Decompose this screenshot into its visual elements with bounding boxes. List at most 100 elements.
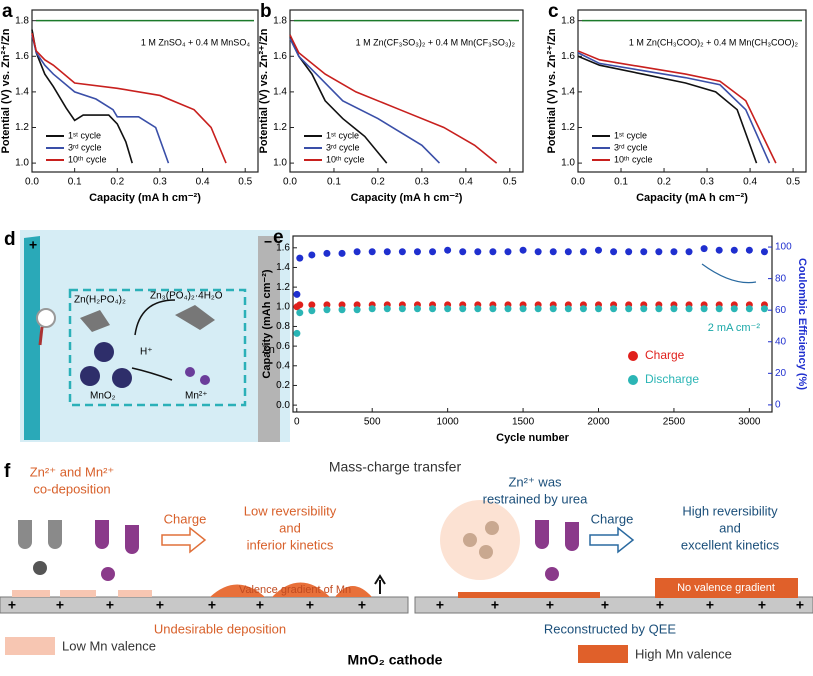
point [534,248,542,256]
y-axis-label: Potential (V) vs. Zn²⁺/Zn [546,28,558,153]
y2-axis-label: Coulombic Efficiency (%) [796,258,808,390]
annotation: 2 mA cm⁻² [708,322,761,334]
point [474,305,482,313]
mn-capsule [535,520,579,551]
arrow-label: Charge [164,511,207,526]
point [655,305,663,313]
point [353,248,361,256]
plus-sign: + [436,597,444,613]
x-tick-label: 0.4 [743,177,757,188]
point [745,246,753,254]
charge-arrow [589,526,635,554]
point [413,305,421,313]
caption: Undesirable deposition [154,621,286,636]
up-arrow [374,574,386,594]
panel-label: d [4,229,16,250]
legend-marker [628,375,638,385]
annotation: 1 M Zn(CH₃COO)₂ + 0.4 M Mn(CH₃COO)₂ [629,37,799,47]
y-tick-label: 0.2 [276,380,290,391]
y-tick-label: 1.4 [15,87,29,98]
proton-label: H⁺ [140,347,153,358]
point [444,246,452,254]
point [670,305,678,313]
point [519,305,527,313]
reaction-arrow [134,299,176,336]
annotation-arrow [701,263,757,284]
y-tick-label: 1.0 [276,301,290,312]
x-tick-label: 0.3 [415,177,429,188]
y-tick-label: 1.8 [273,15,287,26]
point [745,305,753,313]
point [534,305,542,313]
magnifier [36,308,56,328]
point [504,248,512,256]
panel-d: d + − Zn Zn(H₂PO₄)₂ Zn₃(PO₄)₂·4H₂O H⁺ Mn… [4,229,290,442]
zn-ion [479,545,493,559]
y-tick-label: 0.8 [276,321,290,332]
x-tick-label: 0.4 [196,177,210,188]
point [308,301,316,309]
zn-label: Zn [262,344,275,356]
line [289,38,441,164]
point [700,245,708,253]
panel-f: f Mass-charge transfer Zn²⁺ and Mn²⁺ co-… [0,459,813,668]
point [429,248,437,256]
plus-sign: + [758,597,766,613]
point [625,305,633,313]
point [338,249,346,257]
annotation: 1 M ZnSO₄ + 0.4 M MnSO₄ [141,37,250,47]
plus-sign: + [358,597,366,613]
point [293,329,301,337]
point [715,305,723,313]
x-tick-label: 1000 [437,417,460,428]
result: Low reversibility [244,503,337,518]
result: inferior kinetics [247,537,334,552]
y2-tick-label: 80 [775,273,787,284]
y-tick-label: 1.0 [561,158,575,169]
y-tick-label: 1.4 [273,87,287,98]
zn-ion [463,533,477,547]
y-tick-label: 0.6 [276,341,290,352]
plus-sign: + [706,597,714,613]
mno2-particle [80,366,100,386]
point [685,248,693,256]
plus-sign: + [546,597,554,613]
x-tick-label: 1500 [512,417,535,428]
plus-sign: + [491,597,499,613]
line [289,34,498,164]
point [459,248,467,256]
point [564,248,572,256]
mn-ion [185,367,195,377]
mno2-particle [94,342,114,362]
result: and [279,520,301,535]
point [323,249,331,257]
x-tick-label: 0.4 [459,177,473,188]
electrolyte [20,230,290,442]
plus-sign: + [656,597,664,613]
point [730,246,738,254]
legend-label: 3ʳᵈ cycle [614,142,648,152]
mno2-particle [112,368,132,388]
low-valence-deposit [118,590,152,597]
caption: Reconstructed by QEE [544,621,677,636]
legend-marker [628,351,638,361]
panel-label: b [260,1,272,22]
legend-label: 3ʳᵈ cycle [326,142,360,152]
x-axis-label: Capacity (mA h cm⁻²) [636,192,748,204]
point [353,301,361,309]
x-tick-label: 2500 [663,417,686,428]
mn-ion [545,567,559,581]
legend-label: 1ˢᵗ cycle [68,130,101,140]
zn-ion [33,561,47,575]
high-valence-layer [655,578,798,598]
point [444,305,452,313]
x-tick-label: 0.2 [371,177,385,188]
magnifier-handle [38,326,44,346]
y-tick-label: 1.2 [273,122,287,133]
zn-anode [258,236,280,442]
x-tick-label: 0.3 [153,177,167,188]
point [293,290,301,298]
plus-sign: + [601,597,609,613]
y-tick-label: 1.4 [276,262,290,273]
plus-sign: + [106,597,114,613]
